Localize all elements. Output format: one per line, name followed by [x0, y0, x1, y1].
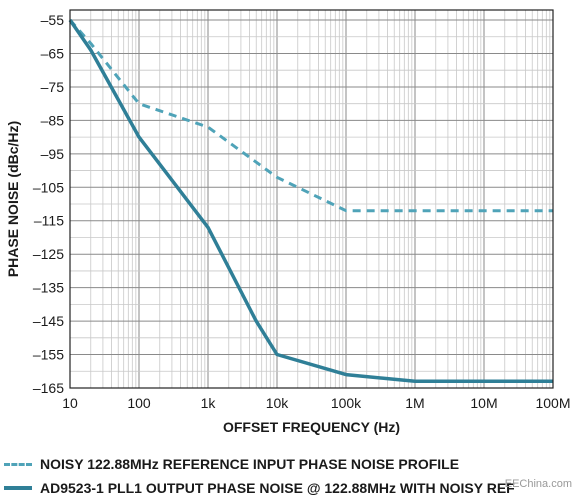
y-tick-label: –85: [41, 112, 65, 128]
y-tick-label: –65: [41, 45, 65, 61]
legend-item-output: AD9523-1 PLL1 OUTPUT PHASE NOISE @ 122.8…: [4, 478, 515, 498]
x-tick-label: 1M: [405, 395, 424, 411]
plot-frame: [69, 9, 554, 389]
y-tick-label: –75: [41, 79, 65, 95]
y-tick-label: –165: [33, 380, 64, 396]
dashed-line-swatch: [4, 462, 32, 466]
y-tick-label: –145: [33, 313, 64, 329]
watermark: EEChina.com: [504, 478, 572, 490]
legend-label-reference: NOISY 122.88MHz REFERENCE INPUT PHASE NO…: [40, 456, 460, 472]
y-tick-label: –135: [33, 280, 64, 296]
x-tick-label: 100k: [331, 395, 362, 411]
y-axis-title: PHASE NOISE (dBc/Hz): [5, 121, 21, 277]
grid: [69, 10, 554, 389]
y-tick-label: –55: [41, 12, 65, 28]
x-tick-label: 10M: [470, 395, 497, 411]
y-tick-label: –155: [33, 347, 64, 363]
series-lines: [68, 19, 553, 384]
legend-item-reference: NOISY 122.88MHz REFERENCE INPUT PHASE NO…: [4, 454, 459, 474]
x-tick-label: 100: [127, 395, 151, 411]
x-tick-label: 100M: [535, 395, 570, 411]
y-tick-label: –125: [33, 246, 64, 262]
reference-phase-noise-line: [68, 19, 553, 213]
x-tick-labels: 10 100 1k 10k 100k 1M 10M 100M: [62, 395, 570, 411]
x-tick-label: 1k: [201, 395, 217, 411]
y-tick-label: –115: [34, 213, 64, 229]
legend-label-output: AD9523-1 PLL1 OUTPUT PHASE NOISE @ 122.8…: [40, 480, 515, 496]
phase-noise-chart: –55 –65 –75 –85 –95 –105 –115 –125 –135 –145 –155 –…: [5, 9, 571, 435]
y-tick-label: –95: [41, 146, 65, 162]
x-axis-title: OFFSET FREQUENCY (Hz): [223, 419, 400, 435]
pll1-output-phase-noise-line: [68, 19, 553, 384]
x-tick-label: 10: [62, 395, 78, 411]
y-tick-label: –105: [33, 179, 64, 195]
solid-line-swatch: [4, 486, 32, 490]
y-tick-labels: –55 –65 –75 –85 –95 –105 –115 –125 –135 –145 –155 –…: [33, 12, 64, 396]
x-tick-label: 10k: [266, 395, 290, 411]
